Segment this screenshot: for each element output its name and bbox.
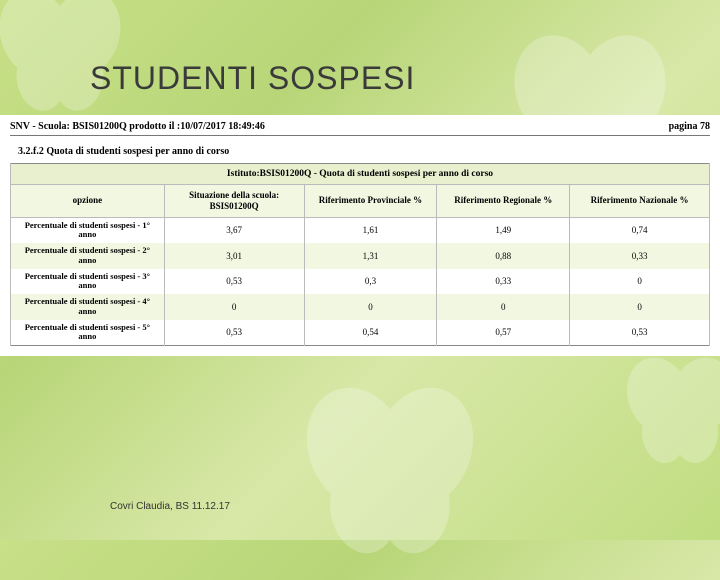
cell: 0,53 <box>570 320 710 346</box>
slide-title: STUDENTI SOSPESI <box>90 60 415 97</box>
cell: 0,33 <box>437 269 570 295</box>
cell: 3,01 <box>164 243 304 269</box>
cell: 0 <box>164 294 304 320</box>
table-title: Istituto:BSIS01200Q - Quota di studenti … <box>11 164 710 185</box>
report-header: SNV - Scuola: BSIS01200Q prodotto il :10… <box>10 121 710 136</box>
cell: 0,74 <box>570 217 710 243</box>
cell: 0,33 <box>570 243 710 269</box>
row-label: Percentuale di studenti sospesi - 4° ann… <box>11 294 165 320</box>
cell: 0,53 <box>164 269 304 295</box>
footer-text: Covri Claudia, BS 11.12.17 <box>110 501 230 512</box>
butterfly-decoration <box>280 360 500 580</box>
cell: 0 <box>304 294 437 320</box>
cell: 0,54 <box>304 320 437 346</box>
data-table: Istituto:BSIS01200Q - Quota di studenti … <box>10 163 710 346</box>
table-row: Percentuale di studenti sospesi - 1° ann… <box>11 217 710 243</box>
cell: 0,3 <box>304 269 437 295</box>
row-label: Percentuale di studenti sospesi - 5° ann… <box>11 320 165 346</box>
table-row: Percentuale di studenti sospesi - 5° ann… <box>11 320 710 346</box>
cell: 0,57 <box>437 320 570 346</box>
row-label: Percentuale di studenti sospesi - 1° ann… <box>11 217 165 243</box>
col-nazionale: Riferimento Nazionale % <box>570 185 710 218</box>
report-header-right: pagina 78 <box>669 121 710 132</box>
cell: 1,61 <box>304 217 437 243</box>
column-header-row: opzione Situazione della scuola: BSIS012… <box>11 185 710 218</box>
cell: 0,88 <box>437 243 570 269</box>
cell: 1,31 <box>304 243 437 269</box>
col-provinciale: Riferimento Provinciale % <box>304 185 437 218</box>
cell: 1,49 <box>437 217 570 243</box>
cell: 0 <box>570 269 710 295</box>
col-situazione: Situazione della scuola: BSIS01200Q <box>164 185 304 218</box>
cell: 0,53 <box>164 320 304 346</box>
row-label: Percentuale di studenti sospesi - 2° ann… <box>11 243 165 269</box>
table-body: Percentuale di studenti sospesi - 1° ann… <box>11 217 710 346</box>
col-opzione: opzione <box>11 185 165 218</box>
content-panel: SNV - Scuola: BSIS01200Q prodotto il :10… <box>0 115 720 356</box>
table-row: Percentuale di studenti sospesi - 4° ann… <box>11 294 710 320</box>
table-row: Percentuale di studenti sospesi - 3° ann… <box>11 269 710 295</box>
report-header-left: SNV - Scuola: BSIS01200Q prodotto il :10… <box>10 121 265 132</box>
cell: 0 <box>437 294 570 320</box>
col-regionale: Riferimento Regionale % <box>437 185 570 218</box>
table-row: Percentuale di studenti sospesi - 2° ann… <box>11 243 710 269</box>
row-label: Percentuale di studenti sospesi - 3° ann… <box>11 269 165 295</box>
cell: 3,67 <box>164 217 304 243</box>
section-label: 3.2.f.2 Quota di studenti sospesi per an… <box>18 146 710 157</box>
cell: 0 <box>570 294 710 320</box>
butterfly-decoration <box>610 340 720 480</box>
